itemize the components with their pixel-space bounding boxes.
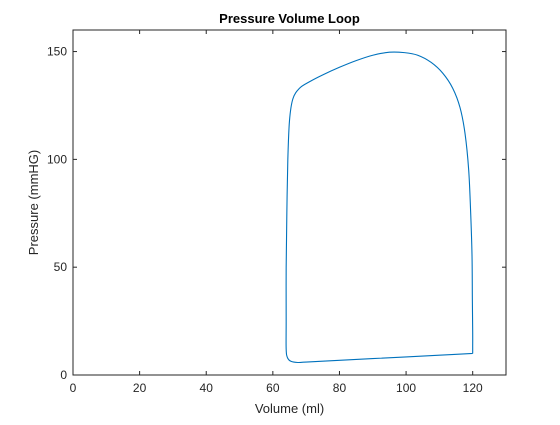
y-axis-ticks: 0 50 100 150 — [47, 45, 506, 382]
x-tick-label: 0 — [70, 381, 77, 395]
axes-box — [72, 29, 507, 376]
x-tick-label: 80 — [333, 381, 347, 395]
y-tick-label: 50 — [54, 260, 68, 274]
x-axis-ticks: 0 20 40 60 80 100 120 — [70, 30, 483, 395]
plot-area — [73, 30, 506, 375]
x-axis-label: Volume (ml) — [255, 401, 324, 416]
y-tick-label: 150 — [47, 45, 67, 59]
y-axis-label: Pressure (mmHG) — [26, 150, 41, 255]
x-tick-label: 100 — [396, 381, 416, 395]
chart-title: Pressure Volume Loop — [219, 11, 360, 26]
pv-loop-line — [285, 51, 474, 364]
y-tick-label: 0 — [60, 368, 67, 382]
series-layer — [285, 51, 474, 364]
x-tick-label: 120 — [463, 381, 483, 395]
y-tick-label: 100 — [47, 152, 67, 166]
x-tick-label: 60 — [266, 381, 280, 395]
x-tick-label: 20 — [133, 381, 147, 395]
x-tick-label: 40 — [200, 381, 214, 395]
